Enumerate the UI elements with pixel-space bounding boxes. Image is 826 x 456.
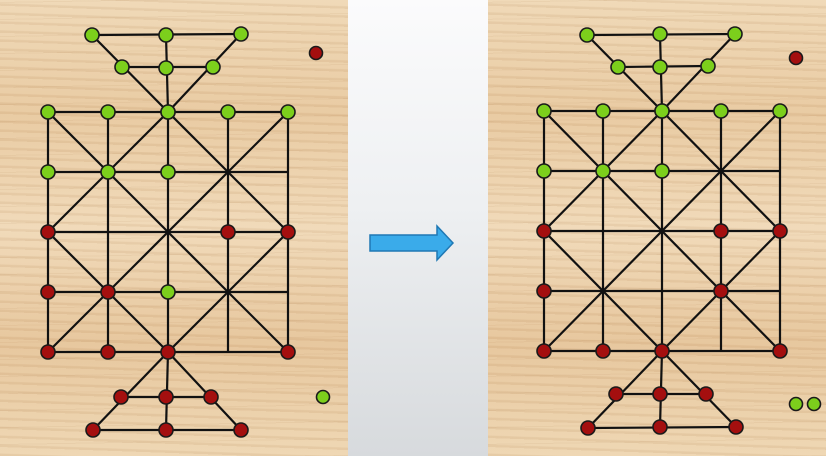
red-piece-bottom-inner[interactable] [203, 389, 219, 405]
red-piece-grid[interactable] [100, 284, 116, 300]
red-piece-bottom-outer[interactable] [652, 419, 668, 435]
right-arrow-icon [369, 224, 455, 262]
captured-green-piece [806, 396, 822, 412]
green-piece-grid[interactable] [100, 164, 116, 180]
board-after-panel [488, 0, 826, 456]
red-piece-bottom-inner[interactable] [698, 386, 714, 402]
red-piece-grid[interactable] [100, 344, 116, 360]
green-piece-top-inner[interactable] [610, 59, 626, 75]
green-piece-grid[interactable] [595, 163, 611, 179]
red-piece-grid[interactable] [713, 223, 729, 239]
pieces [40, 26, 296, 438]
green-piece-top-outer[interactable] [727, 26, 743, 42]
green-piece-top-outer[interactable] [158, 27, 174, 43]
green-piece-top-inner[interactable] [205, 59, 221, 75]
red-piece-grid[interactable] [595, 343, 611, 359]
green-piece-grid[interactable] [536, 163, 552, 179]
red-piece-grid[interactable] [280, 344, 296, 360]
captured-pieces [788, 50, 822, 412]
green-piece-grid[interactable] [280, 104, 296, 120]
red-piece-bottom-outer[interactable] [85, 422, 101, 438]
red-piece-bottom-inner[interactable] [158, 389, 174, 405]
red-piece-grid[interactable] [772, 343, 788, 359]
red-piece-bottom-inner[interactable] [608, 386, 624, 402]
captured-green-piece [788, 396, 804, 412]
pieces [536, 26, 788, 436]
red-piece-bottom-outer[interactable] [580, 420, 596, 436]
red-piece-bottom-outer[interactable] [728, 419, 744, 435]
red-piece-bottom-inner[interactable] [652, 386, 668, 402]
green-piece-grid[interactable] [220, 104, 236, 120]
red-piece-grid[interactable] [220, 224, 236, 240]
transition-divider [348, 0, 488, 456]
red-piece-grid[interactable] [280, 224, 296, 240]
green-piece-top-inner[interactable] [700, 58, 716, 74]
green-piece-grid[interactable] [40, 104, 56, 120]
red-piece-grid[interactable] [772, 223, 788, 239]
red-piece-grid[interactable] [536, 283, 552, 299]
green-piece-grid[interactable] [100, 104, 116, 120]
red-piece-grid[interactable] [40, 224, 56, 240]
red-piece-bottom-inner[interactable] [113, 389, 129, 405]
board-lines [46, 32, 290, 432]
green-piece-top-inner[interactable] [114, 59, 130, 75]
green-piece-grid[interactable] [595, 103, 611, 119]
green-piece-grid[interactable] [160, 104, 176, 120]
green-piece-grid[interactable] [40, 164, 56, 180]
green-piece-grid[interactable] [536, 103, 552, 119]
green-piece-grid[interactable] [654, 163, 670, 179]
red-piece-bottom-outer[interactable] [158, 422, 174, 438]
captured-red-piece [308, 45, 324, 61]
red-piece-grid[interactable] [160, 344, 176, 360]
green-piece-top-outer[interactable] [84, 27, 100, 43]
board-before [40, 26, 331, 438]
red-piece-grid[interactable] [536, 343, 552, 359]
captured-pieces [308, 45, 331, 405]
green-piece-top-inner[interactable] [158, 60, 174, 76]
green-piece-grid[interactable] [713, 103, 729, 119]
green-piece-top-outer[interactable] [652, 26, 668, 42]
red-piece-grid[interactable] [713, 283, 729, 299]
captured-green-piece [315, 389, 331, 405]
red-piece-grid[interactable] [40, 284, 56, 300]
green-piece-top-inner[interactable] [652, 59, 668, 75]
green-piece-top-outer[interactable] [579, 27, 595, 43]
red-piece-bottom-outer[interactable] [233, 422, 249, 438]
green-piece-grid[interactable] [160, 284, 176, 300]
green-piece-top-outer[interactable] [233, 26, 249, 42]
red-piece-grid[interactable] [654, 343, 670, 359]
green-piece-grid[interactable] [160, 164, 176, 180]
red-piece-grid[interactable] [536, 223, 552, 239]
board-after [536, 26, 822, 436]
board-before-panel [0, 0, 348, 456]
green-piece-grid[interactable] [654, 103, 670, 119]
red-piece-grid[interactable] [40, 344, 56, 360]
green-piece-grid[interactable] [772, 103, 788, 119]
captured-red-piece [788, 50, 804, 66]
board-lines [542, 32, 782, 430]
